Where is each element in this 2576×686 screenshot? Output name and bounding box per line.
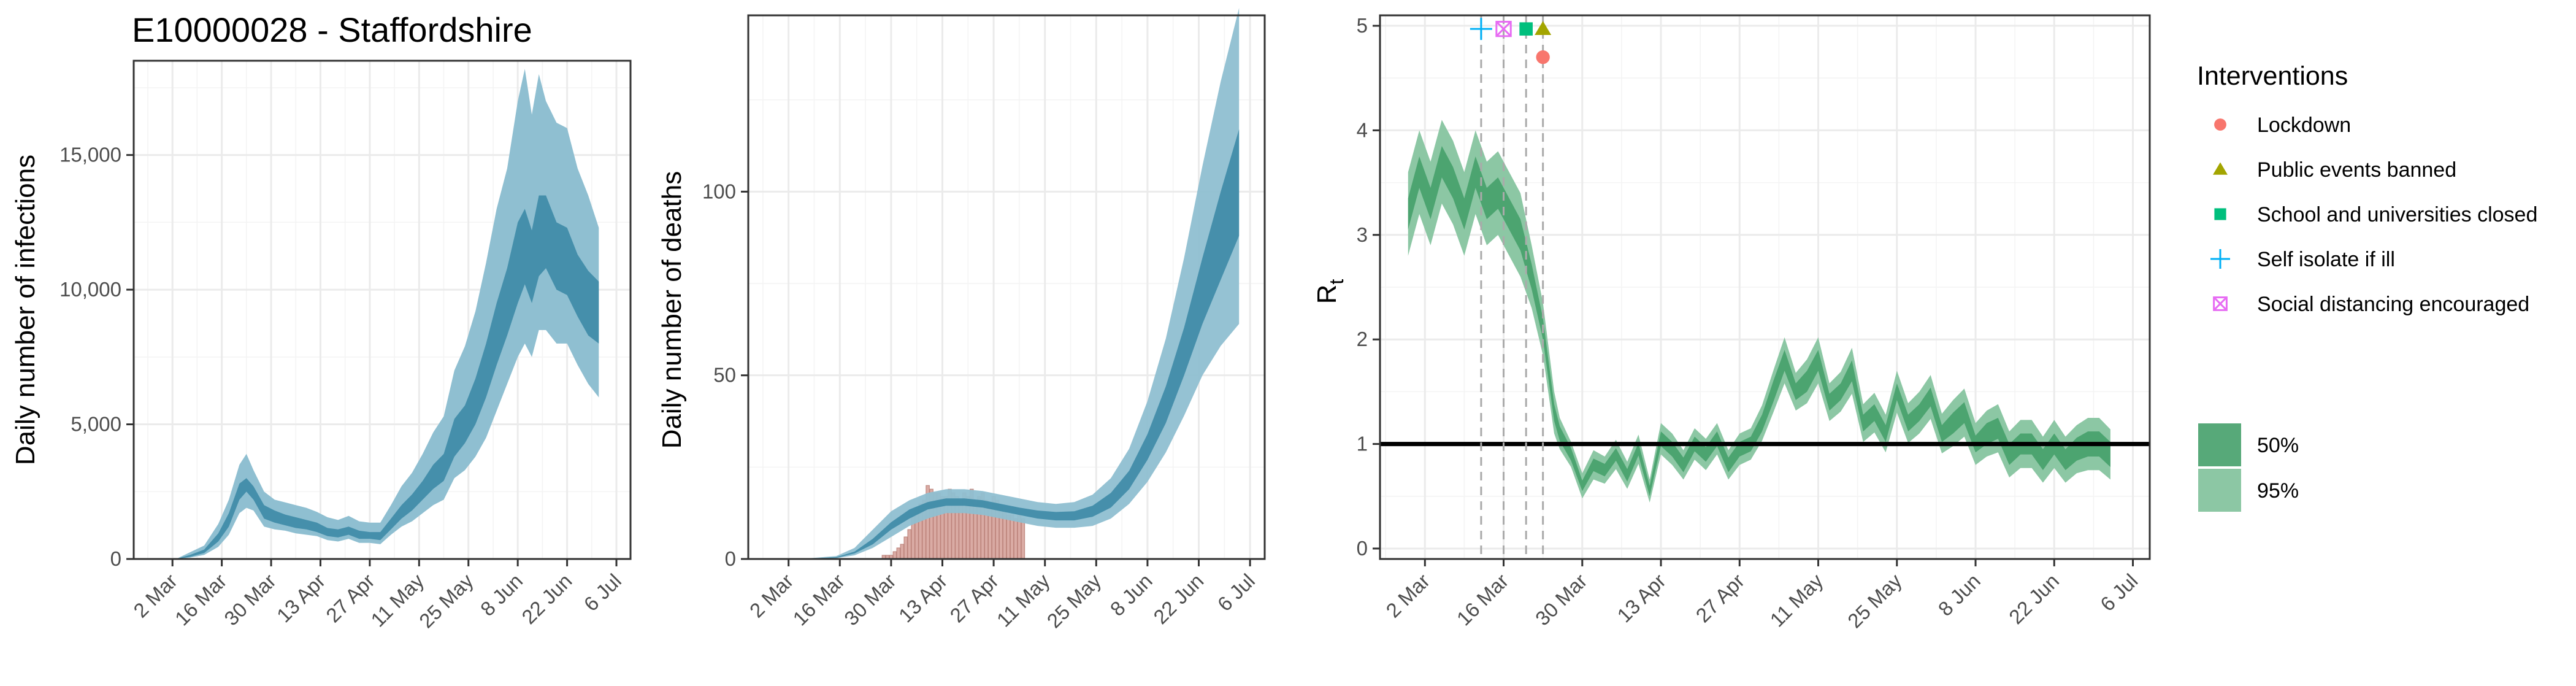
death-bar	[1010, 514, 1014, 560]
legend-label: School and universities closed	[2257, 203, 2537, 226]
circle-marker	[2214, 118, 2226, 131]
legend-key	[2213, 296, 2228, 311]
x-tick-label: 27 Apr	[945, 569, 1003, 627]
x-tick-label: 22 Jun	[1149, 569, 1208, 628]
legend-label: Lockdown	[2257, 114, 2351, 137]
legend-band-label: 50%	[2257, 434, 2299, 457]
x-tick-label: 11 May	[1766, 569, 1828, 631]
square-marker	[1519, 22, 1533, 36]
y-tick-label: 0	[1357, 537, 1368, 560]
x-tick-label: 6 Jul	[580, 569, 626, 615]
legend-key	[2210, 249, 2230, 269]
y-axis-title: Daily number of infections	[10, 155, 40, 465]
x-tick-label: 25 May	[415, 569, 478, 632]
y-tick-label: 2	[1357, 328, 1368, 350]
legend-key	[2214, 118, 2226, 131]
legend-band-key	[2198, 423, 2241, 466]
x-tick-label: 25 May	[1843, 569, 1906, 632]
plot-area	[162, 69, 599, 559]
boxx-marker-box	[2213, 296, 2228, 311]
intervention-marker	[1470, 18, 1492, 40]
legend-label: Public events banned	[2257, 158, 2456, 182]
y-axis-title-main: R	[1312, 285, 1342, 304]
x-tick-label: 2 Mar	[1381, 569, 1434, 622]
y-tick-label: 100	[702, 180, 736, 202]
legend-band-key	[2198, 469, 2241, 512]
boxx-marker-x	[2213, 296, 2228, 311]
band-50	[1408, 146, 2110, 496]
death-bar	[900, 544, 905, 560]
y-tick-label: 1	[1357, 433, 1368, 455]
death-bar	[903, 536, 908, 560]
y-tick-label: 50	[713, 364, 736, 387]
x-tick-label: 13 Apr	[1612, 569, 1670, 627]
legend-band-label: 95%	[2257, 479, 2299, 503]
band-50	[162, 195, 599, 559]
plot-title: E10000028 - Staffordshire	[132, 10, 532, 49]
boxx-marker-box	[1495, 20, 1512, 37]
legend-label: Social distancing encouraged	[2257, 293, 2529, 316]
x-tick-label: 6 Jul	[2096, 569, 2142, 615]
y-tick-label: 15,000	[59, 144, 121, 166]
y-tick-label: 0	[110, 547, 121, 570]
triangle-marker	[2213, 162, 2228, 175]
y-tick-label: 5,000	[71, 413, 121, 436]
x-tick-label: 30 Mar	[1531, 569, 1592, 630]
y-axis-title: Rt	[1312, 279, 1347, 304]
y-tick-label: 4	[1357, 118, 1368, 141]
y-tick-label: 0	[725, 547, 736, 570]
plot-area	[1380, 15, 2150, 559]
x-tick-label: 16 Mar	[788, 569, 849, 630]
legend-key	[2213, 162, 2228, 175]
legend-key	[2214, 208, 2226, 220]
intervention-marker	[1519, 22, 1533, 36]
x-tick-label: 22 Jun	[2004, 569, 2063, 628]
legend: Interventions Lockdown Public events bann…	[2197, 61, 2537, 512]
triangle-marker	[1535, 21, 1552, 36]
x-tick-label: 11 May	[366, 569, 428, 631]
intervention-marker	[1495, 20, 1512, 37]
x-tick-label: 22 Jun	[517, 569, 576, 628]
x-tick-label: 25 May	[1043, 569, 1106, 632]
x-tick-label: 8 Jun	[1934, 569, 1985, 620]
x-tick-label: 30 Mar	[840, 569, 900, 630]
x-tick-label: 16 Mar	[171, 569, 231, 630]
death-bar	[1006, 514, 1011, 560]
x-tick-label: 13 Apr	[272, 569, 330, 627]
death-bar	[907, 529, 912, 560]
square-marker	[2214, 208, 2226, 220]
y-axis-title: Daily number of deaths	[657, 171, 687, 449]
x-tick-label: 11 May	[992, 569, 1054, 631]
x-tick-label: 27 Apr	[1692, 569, 1749, 627]
x-tick-label: 16 Mar	[1452, 569, 1513, 630]
grid	[1380, 15, 2150, 559]
y-axis-title-sub: t	[1325, 279, 1347, 285]
legend-label: Self isolate if ill	[2257, 248, 2395, 271]
death-bar	[1013, 518, 1018, 560]
panel-border	[747, 14, 1266, 560]
plot-area	[799, 8, 1240, 560]
x-tick-label: 13 Apr	[894, 569, 952, 627]
death-bar	[892, 551, 897, 560]
x-tick-label: 6 Jul	[1213, 569, 1259, 615]
boxx-marker-x	[1495, 21, 1512, 37]
panel-border	[132, 60, 632, 560]
legend-title: Interventions	[2197, 61, 2348, 91]
x-tick-label: 30 Mar	[220, 569, 280, 630]
y-tick-label: 3	[1357, 223, 1368, 246]
y-tick-label: 10,000	[59, 278, 121, 301]
death-bar	[896, 547, 901, 560]
intervention-marker	[1535, 21, 1552, 36]
panel-border	[1379, 14, 2151, 560]
death-bar	[1021, 518, 1025, 560]
panel-rt: 2 Mar 16 Mar 30 Mar 13 Apr 27 Apr 11 May 25 Ma…	[1312, 14, 2151, 632]
intervention-marker	[1536, 50, 1550, 64]
y-tick-label: 5	[1357, 14, 1368, 37]
circle-marker	[1536, 50, 1550, 64]
